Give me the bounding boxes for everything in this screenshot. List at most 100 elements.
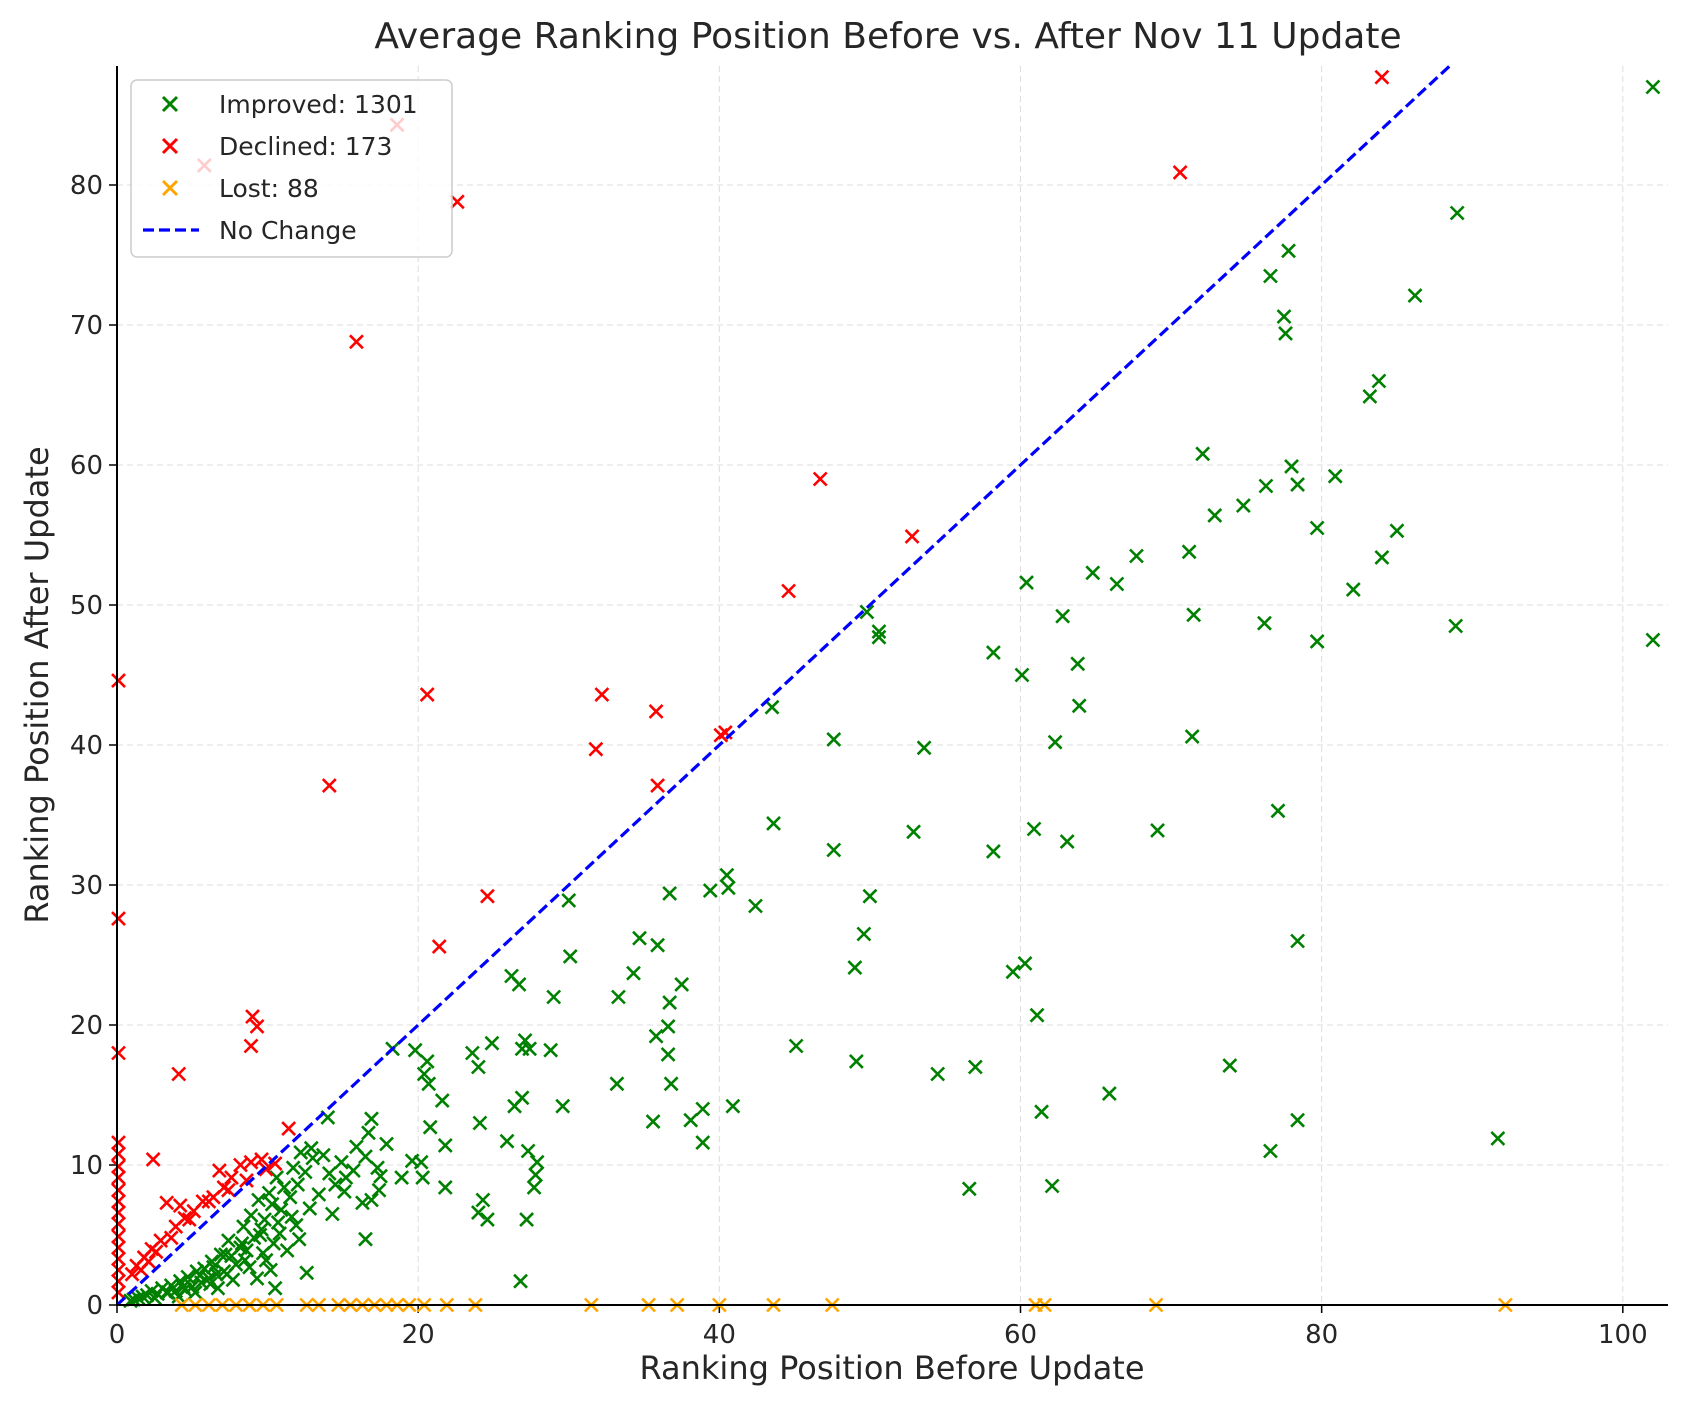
point-improved bbox=[373, 1168, 388, 1184]
y-tick-label: 10 bbox=[70, 1151, 103, 1181]
point-improved bbox=[336, 1184, 352, 1200]
point-improved bbox=[1327, 468, 1343, 484]
point-improved bbox=[725, 1098, 741, 1114]
point-improved bbox=[355, 1195, 370, 1211]
legend-label-no-change: No Change bbox=[219, 216, 357, 245]
point-improved bbox=[302, 1200, 318, 1216]
point-improved bbox=[1284, 458, 1299, 474]
point-declined bbox=[124, 1266, 140, 1282]
point-improved bbox=[321, 1165, 337, 1181]
point-improved bbox=[645, 1114, 661, 1130]
point-improved bbox=[609, 1076, 625, 1092]
point-improved bbox=[961, 1181, 977, 1197]
point-improved bbox=[611, 989, 626, 1005]
point-improved bbox=[249, 1270, 265, 1286]
point-improved bbox=[1389, 523, 1405, 539]
point-declined bbox=[281, 1121, 297, 1137]
point-improved bbox=[171, 1289, 187, 1305]
y-tick-label: 50 bbox=[70, 591, 103, 621]
point-improved bbox=[528, 1167, 544, 1183]
point-declined bbox=[249, 1018, 265, 1034]
point-improved bbox=[1371, 373, 1387, 389]
x-tick-label: 80 bbox=[1305, 1320, 1338, 1350]
point-improved bbox=[662, 885, 678, 901]
point-improved bbox=[269, 1170, 285, 1186]
point-improved bbox=[562, 948, 578, 964]
point-improved bbox=[349, 1139, 364, 1155]
point-declined bbox=[233, 1157, 248, 1173]
point-improved bbox=[1059, 834, 1075, 850]
point-declined bbox=[650, 778, 666, 794]
point-declined bbox=[588, 741, 604, 757]
point-improved bbox=[421, 1076, 437, 1092]
point-declined bbox=[245, 1009, 260, 1025]
point-improved bbox=[187, 1284, 203, 1300]
point-improved bbox=[251, 1192, 266, 1208]
point-improved bbox=[273, 1202, 289, 1218]
point-improved bbox=[1276, 309, 1292, 325]
point-declined bbox=[111, 1273, 126, 1289]
point-improved bbox=[720, 880, 736, 896]
point-improved bbox=[221, 1233, 236, 1249]
point-declined bbox=[431, 939, 447, 955]
point-improved bbox=[702, 883, 718, 899]
point-improved bbox=[695, 1135, 711, 1151]
point-improved bbox=[1109, 576, 1125, 592]
point-improved bbox=[1085, 565, 1101, 581]
point-improved bbox=[470, 1059, 486, 1075]
point-improved bbox=[202, 1276, 218, 1292]
point-improved bbox=[291, 1231, 307, 1247]
y-tick-label: 80 bbox=[70, 171, 103, 201]
legend-marker-lost bbox=[161, 179, 179, 197]
point-improved bbox=[719, 867, 735, 883]
point-improved bbox=[255, 1245, 271, 1261]
point-improved bbox=[364, 1192, 379, 1208]
axis-ticks: 0 20 40 60 80 100 0 10 20 30 40 50 60 70 80 bbox=[70, 171, 1648, 1350]
point-improved bbox=[175, 1279, 191, 1295]
point-declined bbox=[201, 1193, 217, 1209]
point-improved bbox=[1309, 633, 1325, 649]
x-axis-label: Ranking Position Before Update bbox=[639, 1349, 1144, 1387]
point-improved bbox=[285, 1160, 301, 1176]
point-improved bbox=[324, 1206, 340, 1222]
point-improved bbox=[499, 1133, 515, 1149]
point-improved bbox=[419, 1053, 435, 1069]
point-declined bbox=[904, 528, 920, 544]
point-improved bbox=[288, 1217, 304, 1233]
point-declined bbox=[224, 1170, 239, 1186]
point-improved bbox=[1195, 446, 1211, 462]
point-improved bbox=[660, 1046, 676, 1062]
point-improved bbox=[361, 1125, 376, 1141]
point-improved bbox=[826, 842, 842, 858]
legend-label-improved: Improved: 1301 bbox=[219, 90, 418, 119]
point-improved bbox=[826, 731, 842, 747]
point-improved bbox=[205, 1259, 221, 1275]
point-improved bbox=[234, 1235, 250, 1251]
point-declined bbox=[258, 1161, 274, 1177]
point-improved bbox=[1278, 325, 1293, 341]
point-improved bbox=[663, 1076, 679, 1092]
point-improved bbox=[683, 1112, 699, 1128]
point-improved bbox=[1186, 607, 1202, 623]
point-declined bbox=[172, 1198, 188, 1214]
point-improved bbox=[906, 824, 922, 840]
point-improved bbox=[985, 843, 1001, 859]
point-declined bbox=[243, 1154, 259, 1170]
point-declined bbox=[812, 471, 828, 487]
point-improved bbox=[270, 1214, 286, 1230]
point-declined bbox=[111, 1284, 126, 1300]
point-improved bbox=[1448, 618, 1464, 634]
point-declined bbox=[480, 888, 495, 904]
point-improved bbox=[370, 1160, 385, 1176]
point-improved bbox=[916, 740, 932, 756]
point-improved bbox=[464, 1045, 480, 1061]
chart-title: Average Ranking Position Before vs. Afte… bbox=[374, 16, 1401, 57]
point-improved bbox=[217, 1247, 233, 1263]
point-declined bbox=[1374, 69, 1390, 85]
point-improved bbox=[415, 1170, 431, 1186]
point-improved bbox=[1645, 79, 1661, 95]
point-improved bbox=[1207, 507, 1223, 523]
point-improved bbox=[333, 1154, 349, 1170]
point-declined bbox=[181, 1212, 197, 1228]
y-axis-label: Ranking Position After Update bbox=[18, 446, 56, 923]
